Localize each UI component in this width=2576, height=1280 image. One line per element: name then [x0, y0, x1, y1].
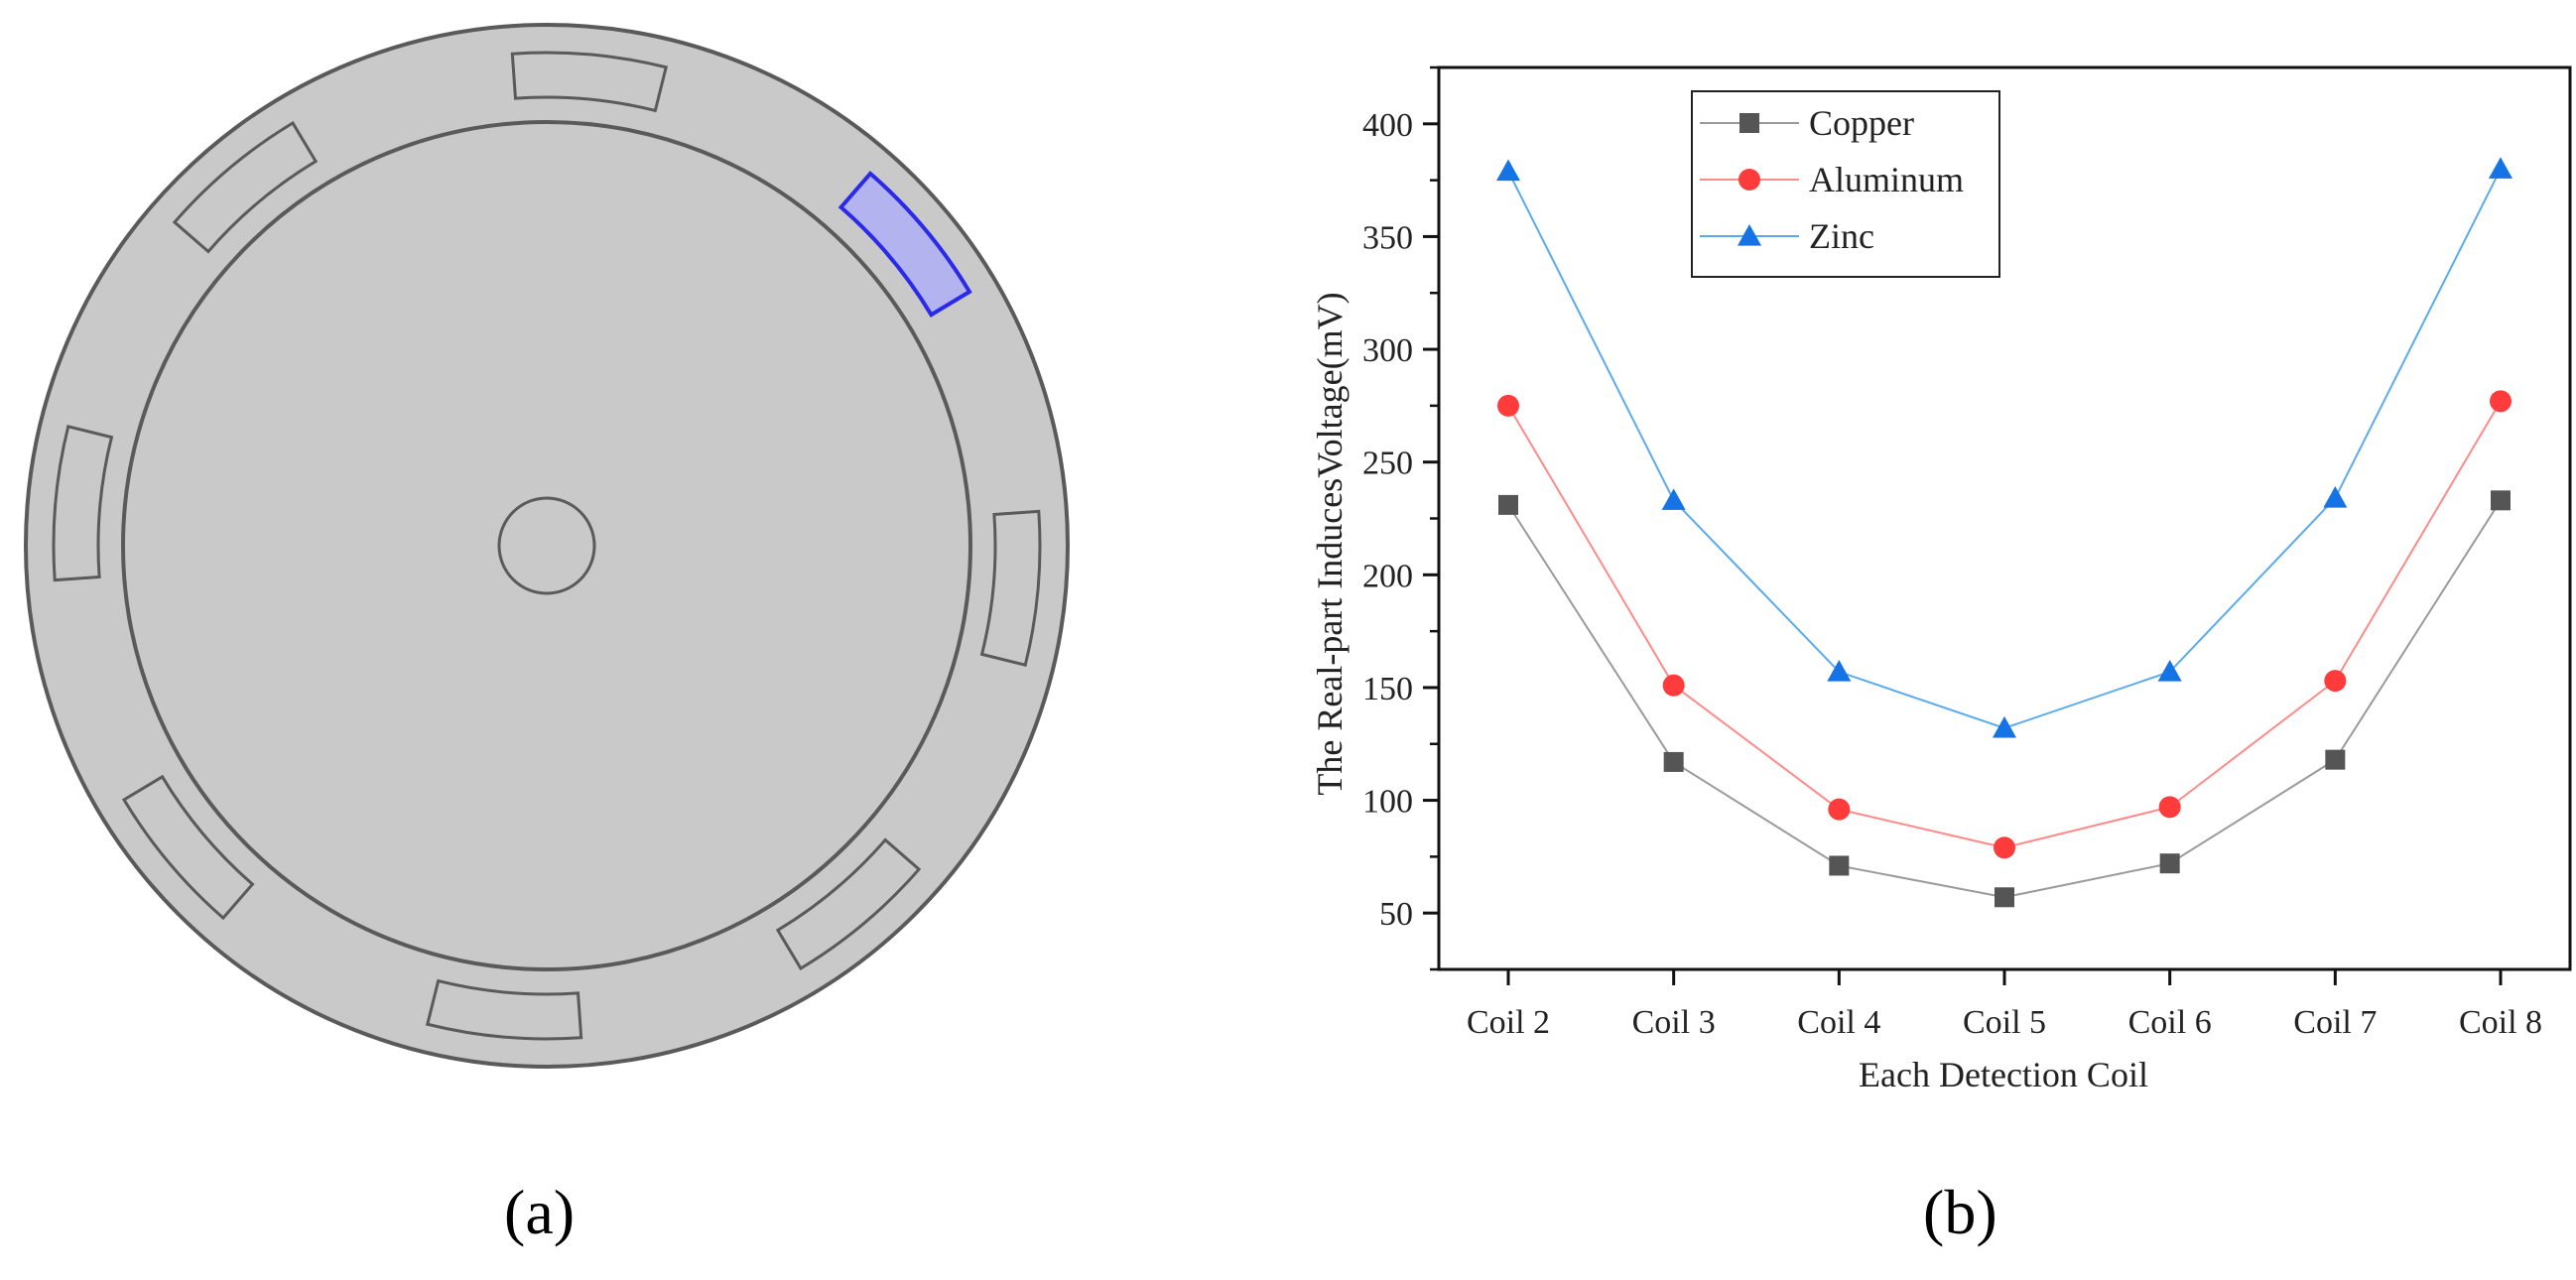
zinc-data-point [2323, 486, 2348, 508]
aluminum-data-point [1994, 836, 2015, 859]
copper-data-point [1995, 887, 2014, 908]
aluminum-data-point [2158, 796, 2181, 819]
x-tick-label: Coil 5 [1963, 1004, 2046, 1041]
aluminum-data-point [1662, 674, 1685, 697]
y-tick-label: 400 [1362, 107, 1413, 144]
chart-series [1496, 157, 2512, 908]
aluminum-data-point [2490, 390, 2512, 413]
copper-data-point [2159, 853, 2180, 874]
copper-data-point [1498, 494, 1518, 515]
center-hole [497, 496, 596, 595]
legend-marker-copper [1739, 113, 1759, 133]
legend-label-copper: Copper [1809, 103, 1914, 143]
aluminum-data-point [2324, 670, 2347, 693]
zinc-data-point [1661, 488, 1686, 510]
x-tick-label: Coil 6 [2128, 1004, 2212, 1041]
zinc-data-point [1496, 159, 1520, 182]
legend-marker-aluminum [1739, 169, 1760, 191]
x-tick-label: Coil 8 [2459, 1004, 2542, 1041]
zinc-data-point [2489, 157, 2512, 179]
panel-label-a: (a) [504, 1177, 576, 1247]
coil-slot [172, 120, 319, 254]
highlighted-coil-slot [837, 171, 972, 318]
legend-marker-zinc [1738, 224, 1761, 246]
zinc-data-point [1827, 660, 1852, 682]
aluminum-data-point [1828, 798, 1851, 821]
coil-slot [52, 424, 114, 582]
y-tick-label: 100 [1362, 784, 1413, 821]
y-tick-label: 350 [1362, 219, 1413, 256]
chart-axes: 50 100 150 200 250 300 350 400 Coil 2 Coil 3 Coil … [1362, 65, 2572, 1041]
y-tick-label: 200 [1362, 558, 1413, 594]
x-tick-label: Coil 3 [1632, 1004, 1716, 1041]
zinc-data-point [2157, 660, 2182, 682]
x-tick-label: Coil 7 [2293, 1004, 2377, 1041]
coil-disk-diagram [24, 23, 1070, 1069]
aluminum-data-point [1497, 394, 1519, 417]
copper-data-point [1829, 855, 1850, 876]
zinc-series-line [1507, 168, 2502, 729]
coil-slot [979, 509, 1042, 668]
zinc-data-point [1993, 715, 2016, 738]
copper-data-point [2491, 490, 2511, 511]
panel-label-b: (b) [1923, 1177, 1997, 1247]
y-tick-label: 50 [1379, 896, 1413, 933]
plot-frame [1437, 65, 2572, 971]
y-axis-title: The Real-part InducesVoltage(mV) [1310, 292, 1350, 795]
legend-label-aluminum: Aluminum [1809, 160, 1964, 199]
copper-data-point [2325, 749, 2346, 770]
x-tick-label: Coil 2 [1467, 1004, 1550, 1041]
coil-slot [425, 978, 583, 1041]
coil-slot [775, 837, 922, 971]
voltage-line-chart: 50 100 150 200 250 300 350 400 Coil 2 Coil 3 Coil … [1310, 65, 2572, 1094]
x-axis-title: Each Detection Coil [1859, 1055, 2148, 1094]
coil-slot [510, 51, 669, 113]
copper-data-point [1663, 751, 1684, 772]
chart-legend: Copper Aluminum Zinc [1691, 90, 2000, 278]
y-tick-label: 150 [1362, 671, 1413, 707]
legend-label-zinc: Zinc [1809, 216, 1874, 256]
coil-slot [121, 774, 255, 921]
detection-coil-slots [52, 51, 1042, 1041]
x-tick-label: Coil 4 [1797, 1004, 1880, 1041]
y-tick-label: 300 [1362, 332, 1413, 369]
y-tick-label: 250 [1362, 446, 1413, 482]
